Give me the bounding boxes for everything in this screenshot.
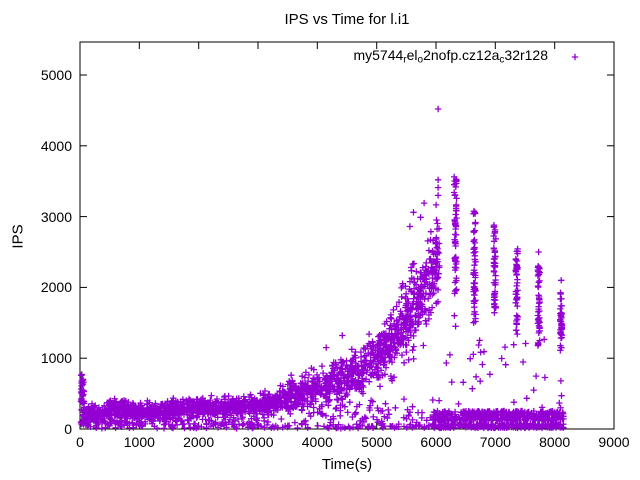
x-tick-label: 2000 <box>183 434 215 450</box>
legend-plus-marker-icon <box>571 53 579 61</box>
y-tick-label: 5000 <box>40 66 72 83</box>
x-tick-label: 9000 <box>598 434 630 450</box>
legend-text: 2nofp.cz12a <box>423 47 500 63</box>
y-tick-label: 3000 <box>40 208 72 225</box>
legend-subscript: o <box>417 54 424 66</box>
legend-subscript: c <box>499 54 505 66</box>
legend-text: my5744 <box>353 47 404 63</box>
x-tick-label: 6000 <box>420 434 452 450</box>
plot-border <box>79 41 615 430</box>
legend-series-label: my5744relo2nofp.cz12ac32r128 <box>353 47 548 66</box>
x-tick-label: 5000 <box>361 434 393 450</box>
y-tick-label: 0 <box>64 421 72 437</box>
x-tick-label: 7000 <box>479 434 511 450</box>
x-tick-label: 1000 <box>123 434 155 450</box>
y-tick-label: 4000 <box>40 137 72 154</box>
x-tick-label: 3000 <box>242 434 274 450</box>
x-tick-label: 4000 <box>301 434 333 450</box>
scatter-points <box>77 105 567 432</box>
x-tick-label: 0 <box>76 434 84 450</box>
x-axis-title: Time(s) <box>321 456 373 473</box>
legend-subscript: r <box>403 54 407 66</box>
y-tick-label: 2000 <box>40 279 72 296</box>
legend-text: 32r128 <box>504 47 548 63</box>
chart-title: IPS vs Time for l.i1 <box>284 11 410 28</box>
legend-text: el <box>406 47 418 63</box>
y-tick-label: 1000 <box>40 350 72 367</box>
x-tick-label: 8000 <box>539 434 571 450</box>
